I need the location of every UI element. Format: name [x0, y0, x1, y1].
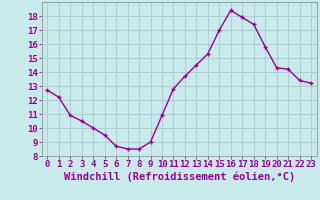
X-axis label: Windchill (Refroidissement éolien,°C): Windchill (Refroidissement éolien,°C) [64, 172, 295, 182]
